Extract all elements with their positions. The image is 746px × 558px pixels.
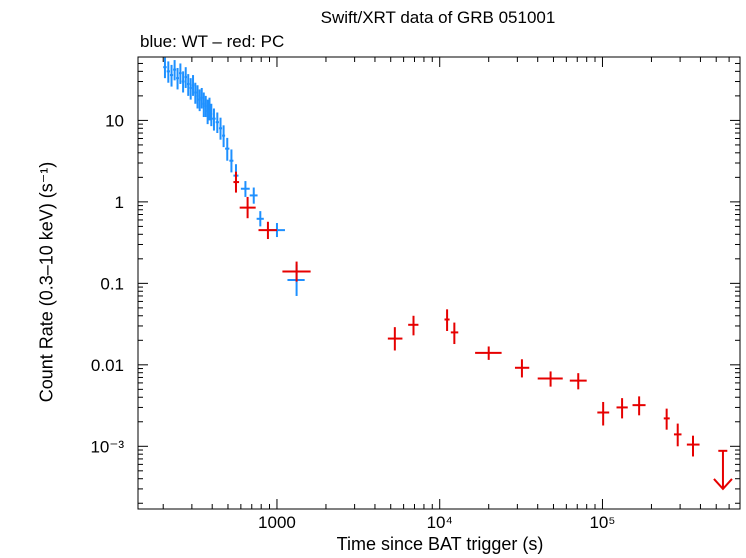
data-point <box>208 97 211 121</box>
data-point <box>210 103 213 127</box>
plot-frame <box>137 56 741 510</box>
x-axis-label: Time since BAT trigger (s) <box>336 534 544 554</box>
data-point <box>178 63 182 84</box>
data-point <box>163 57 167 79</box>
data-point <box>229 149 234 173</box>
y-tick-label: 10⁻³ <box>90 437 124 456</box>
y-tick-label: 0.01 <box>91 356 124 375</box>
data-point <box>282 261 311 282</box>
data-point <box>387 327 403 351</box>
y-tick-label: 1 <box>115 193 124 212</box>
data-point <box>450 322 459 345</box>
data-point <box>225 137 230 161</box>
data-point <box>537 371 563 387</box>
data-point <box>569 373 587 390</box>
data-point <box>186 74 190 96</box>
data-point <box>176 67 179 90</box>
data-point <box>514 359 530 378</box>
axis-ticks: 1000 10⁴ 10⁵ 10 1 0.1 0.01 10⁻³ <box>90 57 740 532</box>
data-point <box>597 401 610 426</box>
y-tick-label: 0.1 <box>100 274 124 293</box>
x-tick-label: 10⁵ <box>589 513 615 532</box>
data-point <box>444 309 450 332</box>
data-point <box>184 67 187 88</box>
upper-limit-arrowhead <box>713 478 733 491</box>
data-point <box>204 95 207 118</box>
data-point <box>240 181 250 197</box>
y-tick-label: 10 <box>105 111 124 130</box>
x-tick-label: 1000 <box>258 513 296 532</box>
data-point <box>239 196 256 219</box>
data-point <box>166 61 170 83</box>
data-point <box>258 221 277 240</box>
data-point <box>181 71 185 93</box>
data-point <box>198 89 201 112</box>
x-tick-label: 10⁴ <box>427 513 453 532</box>
data-point <box>408 315 419 336</box>
data-point <box>233 171 240 193</box>
data-point <box>218 117 223 140</box>
data-point <box>673 423 682 447</box>
data-point <box>206 99 209 125</box>
data-point <box>189 78 192 100</box>
data-point <box>249 187 258 204</box>
data-marks <box>163 57 733 491</box>
data-point <box>173 60 177 81</box>
data-point <box>215 112 219 134</box>
series-pc <box>233 171 733 491</box>
chart-title: Swift/XRT data of GRB 051001 <box>320 8 556 27</box>
data-point <box>191 75 195 96</box>
data-point <box>632 396 646 416</box>
data-point <box>169 64 174 87</box>
data-point <box>475 346 502 360</box>
series-wt <box>163 57 305 296</box>
data-point <box>663 408 670 430</box>
data-point <box>686 435 700 457</box>
data-point <box>200 87 203 109</box>
data-point <box>212 108 216 131</box>
data-point <box>194 82 197 104</box>
data-point <box>202 92 205 118</box>
data-point <box>616 398 628 419</box>
data-point <box>196 85 199 109</box>
chart-subtitle: blue: WT – red: PC <box>140 32 285 51</box>
data-point <box>256 211 264 227</box>
upper-limit <box>713 449 733 491</box>
data-point <box>222 125 226 148</box>
